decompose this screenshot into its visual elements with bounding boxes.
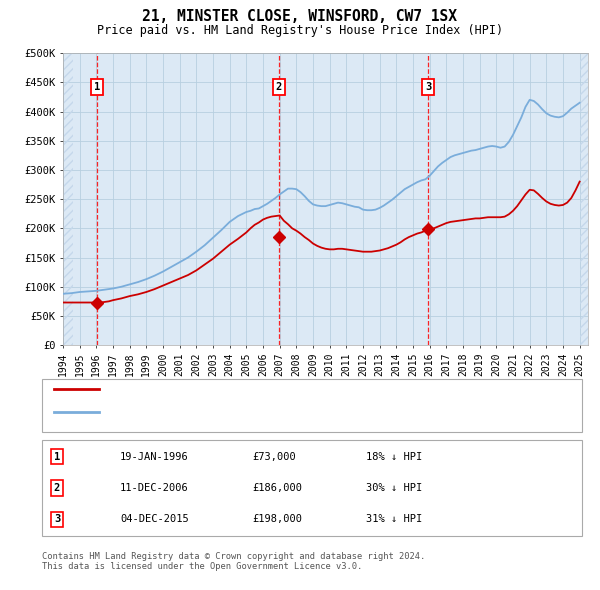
Text: £73,000: £73,000 bbox=[252, 452, 296, 462]
Text: 04-DEC-2015: 04-DEC-2015 bbox=[120, 514, 189, 525]
Text: Price paid vs. HM Land Registry's House Price Index (HPI): Price paid vs. HM Land Registry's House … bbox=[97, 24, 503, 37]
Text: 2: 2 bbox=[54, 483, 60, 493]
Text: 19-JAN-1996: 19-JAN-1996 bbox=[120, 452, 189, 462]
Text: 18% ↓ HPI: 18% ↓ HPI bbox=[366, 452, 422, 462]
Text: HPI: Average price, detached house, Cheshire West and Chester: HPI: Average price, detached house, Ches… bbox=[105, 408, 471, 417]
Text: 3: 3 bbox=[54, 514, 60, 525]
Text: 31% ↓ HPI: 31% ↓ HPI bbox=[366, 514, 422, 525]
Text: 11-DEC-2006: 11-DEC-2006 bbox=[120, 483, 189, 493]
Text: 1: 1 bbox=[54, 452, 60, 462]
Text: Contains HM Land Registry data © Crown copyright and database right 2024.
This d: Contains HM Land Registry data © Crown c… bbox=[42, 552, 425, 571]
Text: 2: 2 bbox=[276, 81, 282, 91]
Text: £198,000: £198,000 bbox=[252, 514, 302, 525]
Text: 21, MINSTER CLOSE, WINSFORD, CW7 1SX (detached house): 21, MINSTER CLOSE, WINSFORD, CW7 1SX (de… bbox=[105, 384, 423, 394]
Text: 21, MINSTER CLOSE, WINSFORD, CW7 1SX: 21, MINSTER CLOSE, WINSFORD, CW7 1SX bbox=[143, 9, 458, 24]
Text: 1: 1 bbox=[94, 81, 100, 91]
Text: 3: 3 bbox=[425, 81, 431, 91]
Text: £186,000: £186,000 bbox=[252, 483, 302, 493]
Text: 30% ↓ HPI: 30% ↓ HPI bbox=[366, 483, 422, 493]
